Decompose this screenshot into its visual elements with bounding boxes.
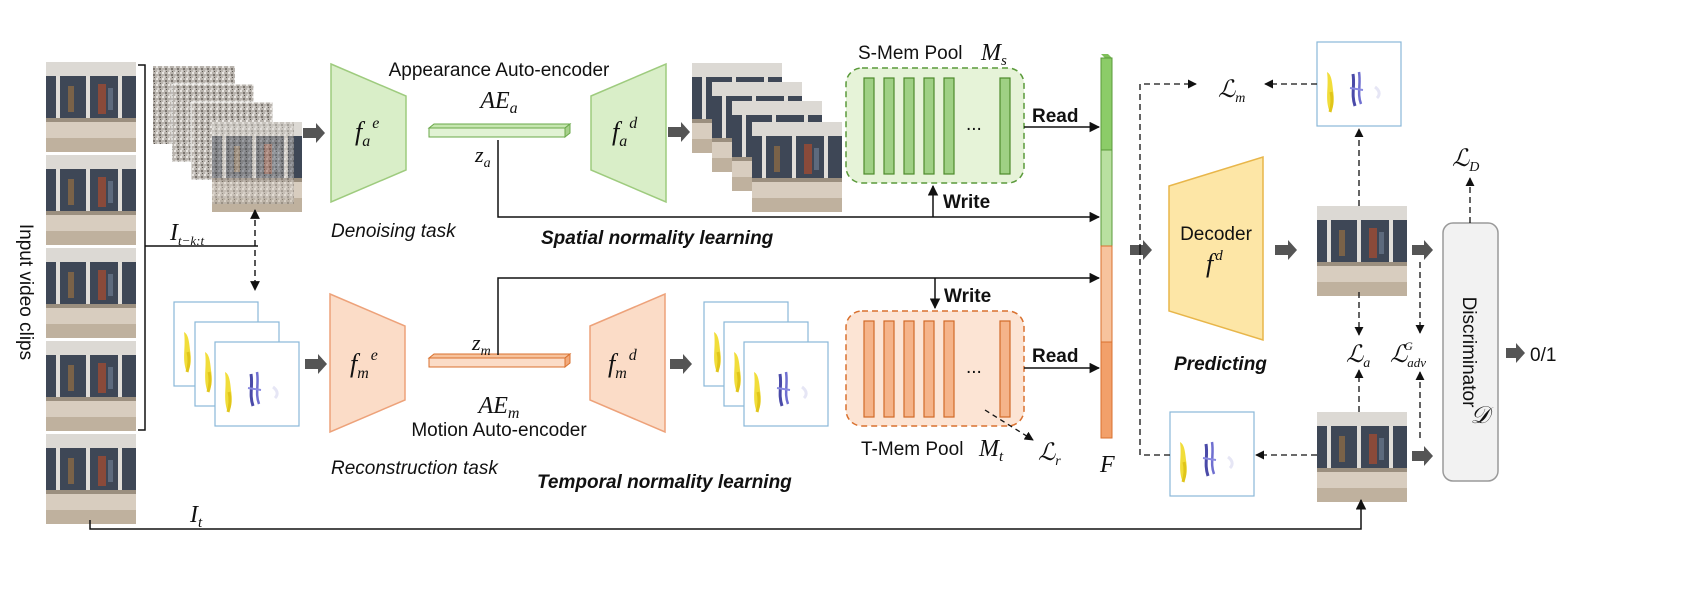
feature-to-lm-dashed	[1139, 79, 1197, 250]
loss-a-label: ℒa	[1346, 342, 1370, 371]
ground-truth-flow	[1168, 410, 1256, 498]
spatial-learning-label: Spatial normality learning	[541, 228, 774, 249]
temporal-learning-label: Temporal normality learning	[537, 472, 792, 493]
predicted-frame	[1317, 206, 1407, 296]
discriminator-output: 0/1	[1530, 345, 1556, 366]
appearance-ae-symbol: AEa	[478, 88, 517, 117]
feature-label: F	[1099, 452, 1115, 478]
input-frames	[46, 62, 136, 524]
discriminator-title: Discriminator	[1458, 297, 1479, 409]
ground-truth-frame	[1317, 412, 1407, 502]
loss-m-label: ℒm	[1218, 77, 1245, 106]
smem-slot	[943, 77, 955, 175]
tmem-slot	[863, 320, 875, 418]
output-arrow	[1506, 343, 1525, 363]
motion-encoder-label: fme	[350, 347, 378, 382]
appearance-ae-title: Appearance Auto-encoder	[389, 60, 610, 81]
tmem-ellipsis: ...	[966, 357, 982, 378]
reconstruction-task-label: Reconstruction task	[331, 458, 499, 479]
motion-decoder-label: fmd	[608, 347, 638, 382]
denoising-task-label: Denoising task	[331, 221, 457, 242]
smem-symbol: Ms	[980, 40, 1007, 69]
tmem-slot	[883, 320, 895, 418]
smem-slot	[863, 77, 875, 175]
smem-slot	[923, 77, 935, 175]
loss-d-label: ℒD	[1452, 146, 1479, 175]
tmem-write-label: Write	[944, 286, 991, 307]
predicted-flow	[1315, 40, 1403, 128]
input-frame	[46, 248, 136, 338]
motion-decoder	[589, 292, 666, 434]
tmem-slot	[923, 320, 935, 418]
latent-za-label: za	[474, 142, 491, 171]
smem-slots	[863, 77, 1011, 175]
zm-to-feature-line	[497, 272, 1101, 355]
prediction-decoder	[1168, 155, 1264, 342]
input-frame	[46, 62, 136, 152]
input-bracket	[138, 64, 146, 431]
smem-slot	[903, 77, 915, 175]
motion-ae-title: Motion Auto-encoder	[411, 420, 587, 441]
tmem-slot	[903, 320, 915, 418]
loss-adv-label: ℒadvG	[1390, 339, 1426, 370]
motion-ae-symbol: AEm	[477, 393, 520, 422]
input-side-label: Input video clips	[15, 224, 36, 360]
motion-encoder	[329, 292, 406, 434]
input-frame-last	[46, 434, 136, 524]
appearance-decoder-label: fad	[612, 115, 638, 150]
smem-slot	[999, 77, 1011, 175]
tmem-loss-arrow	[984, 409, 1034, 441]
frame-it-line	[89, 498, 1367, 530]
appearance-output-stack	[692, 63, 842, 212]
input-frame	[46, 341, 136, 431]
latent-zm-label: zm	[471, 330, 491, 359]
tmem-slots	[863, 320, 1011, 418]
smem-write-label: Write	[943, 192, 990, 213]
appearance-encoder	[330, 62, 407, 204]
tmem-symbol: Mt	[978, 436, 1004, 465]
decoder-title: Decoder	[1180, 224, 1252, 245]
smem-ellipsis: ...	[966, 114, 982, 135]
tmem-read-label: Read	[1032, 346, 1078, 367]
frame-it-label: It	[189, 502, 203, 531]
gtflow-to-feature-dashed	[1139, 250, 1170, 456]
input-frame	[46, 155, 136, 245]
predicting-label: Predicting	[1174, 354, 1267, 375]
appearance-decoder	[590, 62, 667, 204]
smem-slot	[883, 77, 895, 175]
loss-r-label: ℒr	[1038, 440, 1061, 469]
optical-flow-input-stack	[172, 300, 301, 428]
feature-column	[1100, 54, 1113, 439]
appearance-latent-bar	[427, 122, 572, 139]
noisy-frames-stack	[153, 66, 302, 212]
smem-read-label: Read	[1032, 106, 1078, 127]
appearance-encoder-label: fae	[355, 115, 379, 150]
block-arrows	[303, 122, 1433, 466]
tmem-slot	[999, 320, 1011, 418]
tmem-slot	[943, 320, 955, 418]
za-to-feature-line	[497, 140, 1101, 223]
motion-output-stack	[702, 300, 830, 428]
smem-title: S-Mem Pool	[858, 43, 963, 64]
motion-latent-bar	[427, 352, 572, 369]
tmem-title: T-Mem Pool	[861, 439, 963, 460]
clip-label: It−k:t	[169, 220, 204, 248]
